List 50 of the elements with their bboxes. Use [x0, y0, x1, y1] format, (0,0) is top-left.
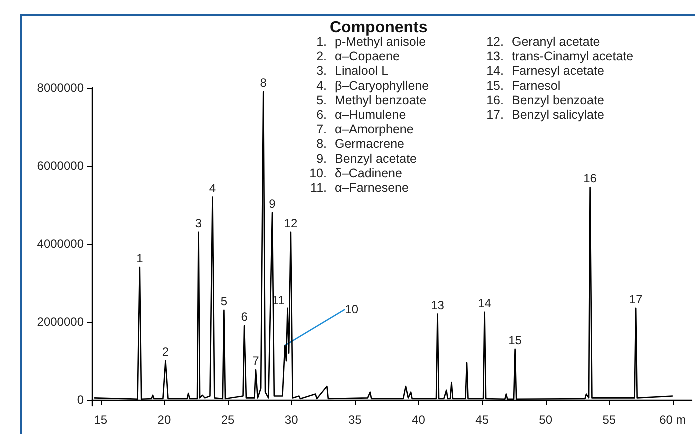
annotation: 5. Methyl benzoate: [316, 93, 427, 108]
y-tick-label: 0: [77, 393, 84, 408]
text: 13. trans-Cinamyl acetate: [486, 50, 634, 64]
annotation: 15. Farnesol: [486, 78, 561, 93]
text: 1. p-Methyl anisole: [316, 35, 426, 49]
text: 12. Geranyl acetate: [486, 35, 600, 49]
text: 3. Linalool L: [316, 64, 389, 78]
annotation: 13: [431, 298, 445, 312]
annotation: 4: [209, 181, 216, 196]
annotation: 10: [345, 302, 359, 317]
annotation: 11. α–Farnesene: [310, 181, 409, 195]
x-tick-label: 55: [602, 413, 616, 427]
annotation: 8: [260, 76, 268, 90]
annotation: 1: [136, 251, 144, 266]
annotation: 5: [220, 294, 228, 308]
x-tick-label: 15: [94, 413, 108, 427]
x-tick-label: 20: [158, 413, 172, 427]
annotation: 14: [478, 296, 492, 310]
annotation: 17. Benzyl salicylate: [486, 108, 604, 122]
y-tick-label: 8000000: [37, 81, 84, 95]
text: 14. Farnesyl acetate: [486, 64, 604, 78]
annotation: 8. Germacrene: [316, 137, 405, 152]
annotation: 6: [241, 310, 248, 324]
annotation: 4. β–Caryophyllene: [316, 78, 430, 93]
annotation: 10. δ–Cadinene: [310, 166, 402, 180]
x-tick-label: 50: [539, 413, 553, 427]
x-tick-label: 40: [412, 413, 426, 427]
annotation: 12: [284, 216, 298, 230]
legend-title: Components: [330, 20, 428, 36]
y-tick-label: 2000000: [37, 315, 84, 330]
y-tick-label: 6000000: [37, 159, 84, 174]
annotation: 15: [508, 333, 522, 348]
annotation: 7. α–Amorphene: [316, 122, 414, 137]
annotation: 17: [629, 292, 644, 306]
annotation: 3: [195, 216, 202, 230]
text: 2. α–Copaene: [316, 50, 400, 64]
annotation: 7: [252, 354, 260, 368]
annotation: 9: [269, 196, 276, 211]
x-tick-label: 60 m: [660, 413, 686, 427]
x-tick-label: 35: [348, 413, 362, 427]
x-tick-label: 45: [476, 413, 490, 427]
annotation: 2: [162, 345, 170, 360]
annotation: 16. Benzyl benzoate: [486, 93, 604, 108]
annotation: 9. Benzyl acetate: [316, 152, 418, 166]
x-tick-label: 25: [221, 413, 236, 427]
annotation: 11: [272, 293, 286, 308]
x-tick-label: 30: [284, 413, 299, 427]
annotation: 6. α–Humulene: [316, 108, 406, 122]
y-tick-label: 4000000: [37, 237, 84, 252]
annotation: 16: [584, 171, 598, 186]
